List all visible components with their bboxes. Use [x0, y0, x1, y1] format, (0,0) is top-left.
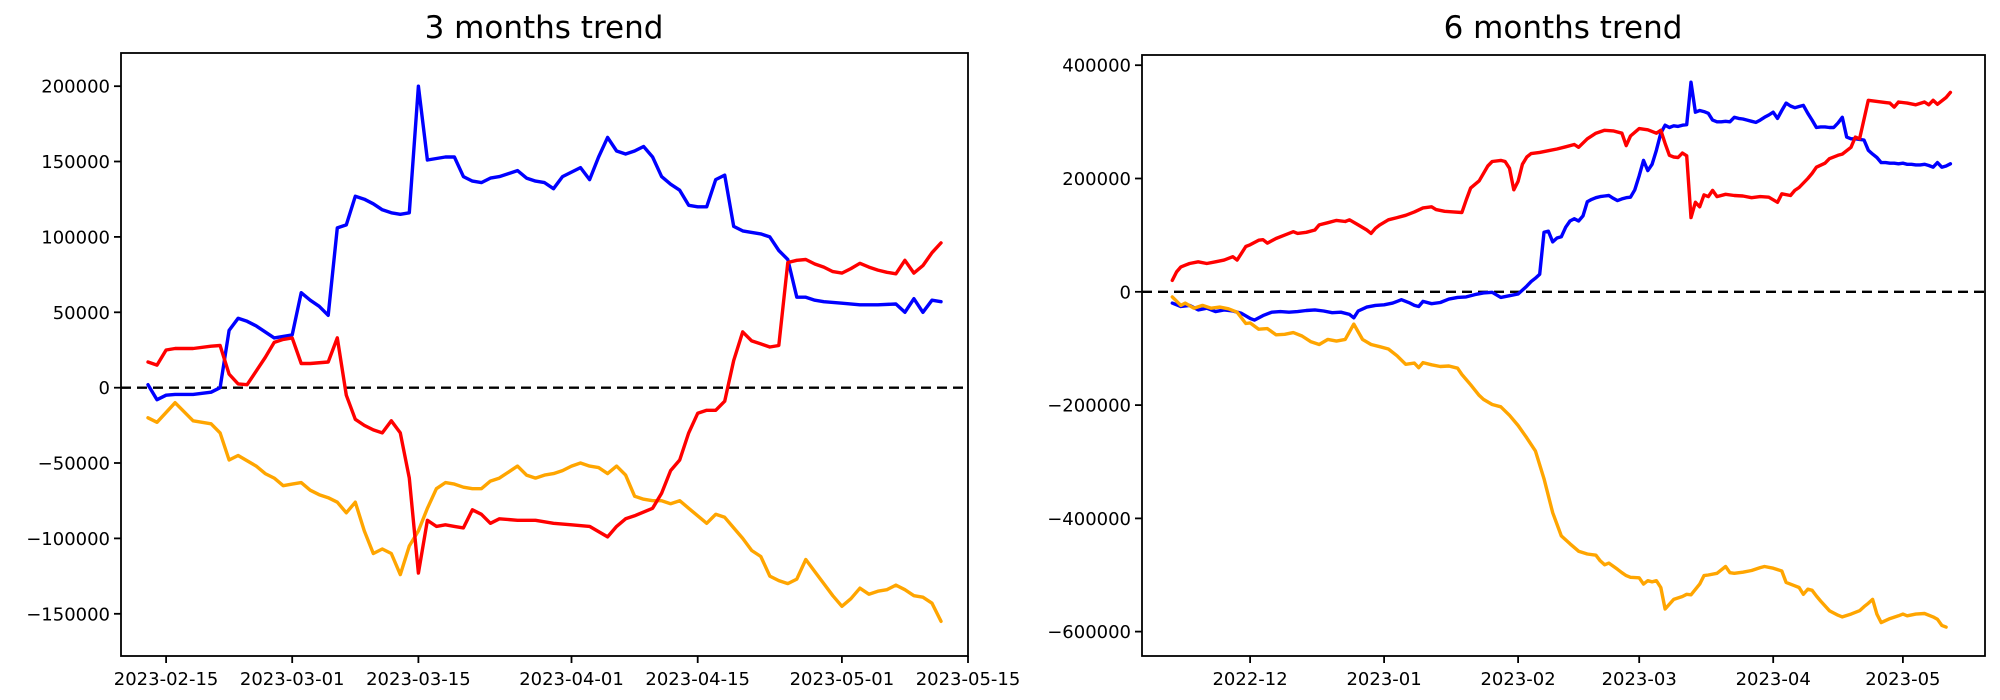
- y-tick-label: −100000: [26, 529, 110, 550]
- x-tick-label: 2023-02: [1480, 669, 1555, 690]
- x-tick-label: 2023-03-15: [366, 669, 471, 690]
- y-tick-label: 200000: [1062, 169, 1131, 190]
- plot-area-6m: 2022-12 2023-01 2023-02 2023-03 2023-04 2023-…: [1047, 54, 1986, 690]
- axes-frame: [120, 52, 969, 657]
- series-red-line: [1170, 90, 1953, 283]
- x-tick-label: 2023-02-15: [114, 669, 219, 690]
- series-orange-line: [1170, 295, 1948, 629]
- y-tick-label: 200000: [41, 77, 110, 98]
- y-tick-label: −600000: [1047, 622, 1131, 643]
- x-tick-label: 2023-04: [1736, 669, 1811, 690]
- y-tick-label: 400000: [1062, 56, 1131, 77]
- series-orange-line: [146, 401, 943, 623]
- series-blue-line: [1170, 80, 1953, 322]
- y-tick-label: −50000: [38, 454, 110, 475]
- y-tick-label: 150000: [41, 152, 110, 173]
- y-tick-label: −200000: [1047, 396, 1131, 417]
- y-tick-label: 0: [99, 378, 110, 399]
- x-tick-label: 2023-03: [1602, 669, 1677, 690]
- chart-title-6m: 6 months trend: [1444, 10, 1683, 46]
- y-tick-label: 0: [1120, 282, 1131, 303]
- series-blue-line: [146, 84, 943, 402]
- x-tick-label: 2023-03-01: [240, 669, 345, 690]
- x-tick-label: 2023-05-01: [790, 669, 895, 690]
- y-tick-label: 100000: [41, 227, 110, 248]
- x-tick-label: 2022-12: [1212, 669, 1287, 690]
- x-tick-label: 2023-05-15: [916, 669, 1021, 690]
- x-tick-label: 2023-01: [1346, 669, 1421, 690]
- x-tick-label: 2023-05: [1865, 669, 1940, 690]
- y-tick-label: −400000: [1047, 509, 1131, 530]
- axes-frame: [1141, 54, 1986, 657]
- chart-title-3m: 3 months trend: [425, 10, 664, 46]
- plot-area-3m: 2023-02-15 2023-03-01 2023-03-15 2023-04-01…: [26, 52, 1021, 690]
- series-red-line: [146, 241, 943, 575]
- x-tick-label: 2023-04-15: [645, 669, 750, 690]
- y-tick-label: 50000: [53, 303, 110, 324]
- x-tick-label: 2023-04-01: [519, 669, 624, 690]
- y-tick-label: −150000: [26, 604, 110, 625]
